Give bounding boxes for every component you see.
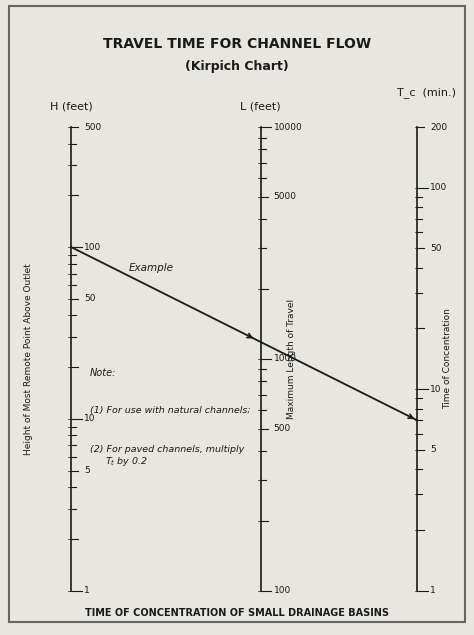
Text: 5000: 5000 [273,192,297,201]
Text: 100: 100 [84,243,101,251]
Text: (1) For use with natural channels;: (1) For use with natural channels; [90,406,251,415]
Text: 200: 200 [430,123,447,131]
Text: 5: 5 [84,466,90,475]
Text: 1: 1 [84,586,90,595]
Text: (Kirpich Chart): (Kirpich Chart) [185,60,289,73]
Text: TIME OF CONCENTRATION OF SMALL DRAINAGE BASINS: TIME OF CONCENTRATION OF SMALL DRAINAGE … [85,608,389,618]
Text: T_c  (min.): T_c (min.) [397,88,456,98]
Text: 1: 1 [430,586,436,595]
Text: Time of Concentration: Time of Concentration [444,309,452,409]
Text: 10000: 10000 [273,123,302,131]
Text: 5: 5 [430,445,436,454]
Text: TRAVEL TIME FOR CHANNEL FLOW: TRAVEL TIME FOR CHANNEL FLOW [103,37,371,51]
Text: 50: 50 [430,244,441,253]
Text: 10: 10 [430,385,441,394]
Text: H (feet): H (feet) [50,101,92,111]
Text: (2) For paved channels, multiply
     T$_t$ by 0.2: (2) For paved channels, multiply T$_t$ b… [90,444,244,468]
Text: 10: 10 [84,414,95,424]
Text: 100: 100 [273,586,291,595]
Text: 1000: 1000 [273,354,297,363]
Text: Example: Example [129,264,174,274]
Text: 500: 500 [273,424,291,433]
Text: Note:: Note: [90,368,117,378]
Text: Maximum Length of Travel: Maximum Length of Travel [287,298,296,419]
Text: Height of Most Remote Point Above Outlet: Height of Most Remote Point Above Outlet [24,263,33,455]
Text: L (feet): L (feet) [240,101,281,111]
Text: 500: 500 [84,123,101,131]
Text: 100: 100 [430,183,447,192]
Text: 50: 50 [84,294,95,304]
